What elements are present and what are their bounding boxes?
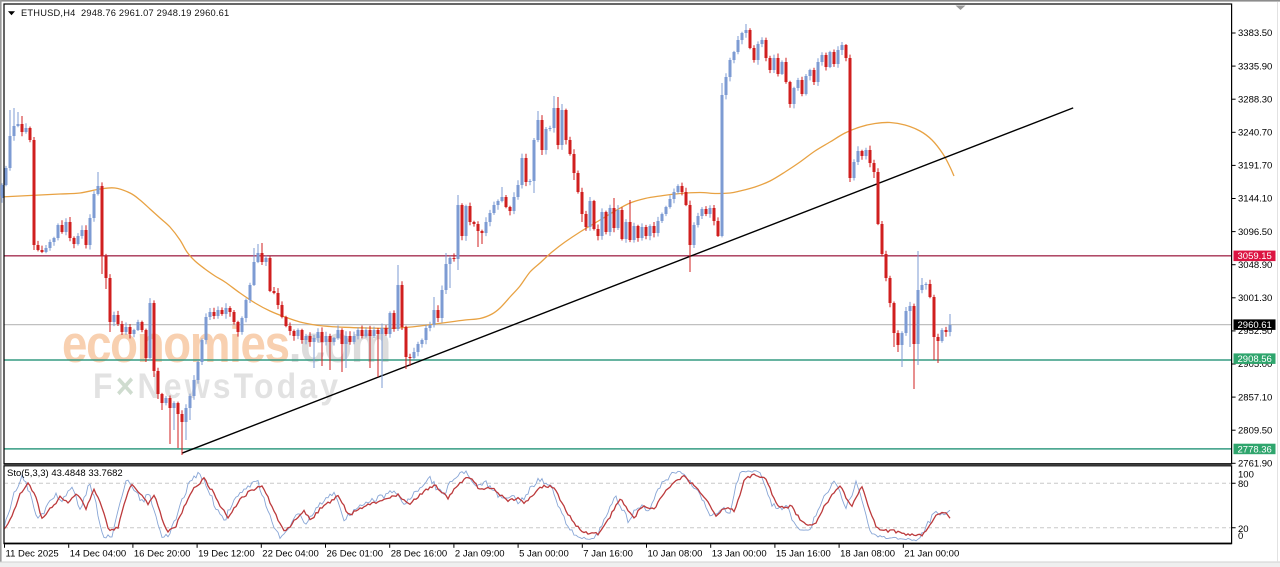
svg-text:2908.56: 2908.56 (1238, 354, 1272, 365)
svg-text:26 Dec 01:00: 26 Dec 01:00 (327, 549, 384, 560)
svg-text:10 Jan 08:00: 10 Jan 08:00 (648, 549, 703, 560)
svg-text:2761.90: 2761.90 (1238, 459, 1272, 470)
svg-text:3191.70: 3191.70 (1238, 161, 1272, 172)
svg-text:28 Dec 16:00: 28 Dec 16:00 (391, 549, 448, 560)
svg-text:11 Dec 2025: 11 Dec 2025 (6, 549, 59, 560)
svg-text:19 Dec 12:00: 19 Dec 12:00 (198, 549, 255, 560)
svg-text:ETHUSD,H4 2948.76 2961.07 294: ETHUSD,H4 2948.76 2961.07 2948.19 2960.6… (21, 8, 229, 18)
svg-text:100: 100 (1238, 469, 1254, 480)
svg-text:3335.90: 3335.90 (1238, 61, 1272, 72)
svg-text:21 Jan 00:00: 21 Jan 00:00 (904, 549, 959, 560)
svg-text:80: 80 (1238, 479, 1249, 490)
svg-text:F×NewsToday: F×NewsToday (93, 368, 341, 407)
svg-text:3048.90: 3048.90 (1238, 260, 1272, 271)
svg-text:2 Jan 09:00: 2 Jan 09:00 (455, 549, 505, 560)
svg-text:18 Jan 08:00: 18 Jan 08:00 (840, 549, 895, 560)
svg-text:7 Jan 16:00: 7 Jan 16:00 (583, 549, 633, 560)
svg-text:3288.30: 3288.30 (1238, 94, 1272, 105)
svg-text:13 Jan 00:00: 13 Jan 00:00 (712, 549, 767, 560)
svg-text:3383.50: 3383.50 (1238, 28, 1272, 39)
svg-text:14 Dec 04:00: 14 Dec 04:00 (70, 549, 127, 560)
svg-text:22 Dec 04:00: 22 Dec 04:00 (262, 549, 319, 560)
svg-text:Sto(5,3,3) 43.4848 33.7682: Sto(5,3,3) 43.4848 33.7682 (7, 468, 123, 479)
svg-text:2857.10: 2857.10 (1238, 392, 1272, 403)
svg-text:economies.com: economies.com (62, 315, 390, 374)
svg-text:2905.00: 2905.00 (1238, 359, 1272, 370)
svg-text:20: 20 (1238, 524, 1249, 535)
svg-text:0: 0 (1238, 531, 1243, 542)
svg-text:15 Jan 16:00: 15 Jan 16:00 (776, 549, 831, 560)
svg-text:2778.36: 2778.36 (1238, 444, 1272, 455)
svg-text:3144.10: 3144.10 (1238, 194, 1272, 205)
svg-text:2952.50: 2952.50 (1238, 326, 1272, 337)
svg-text:3059.15: 3059.15 (1238, 251, 1272, 262)
svg-text:5 Jan 00:00: 5 Jan 00:00 (519, 549, 569, 560)
svg-text:2960.61: 2960.61 (1238, 320, 1272, 331)
svg-text:2809.50: 2809.50 (1238, 425, 1272, 436)
svg-text:3240.70: 3240.70 (1238, 128, 1272, 139)
svg-text:16 Dec 20:00: 16 Dec 20:00 (134, 549, 191, 560)
svg-text:3096.50: 3096.50 (1238, 227, 1272, 238)
svg-text:3001.30: 3001.30 (1238, 293, 1272, 304)
